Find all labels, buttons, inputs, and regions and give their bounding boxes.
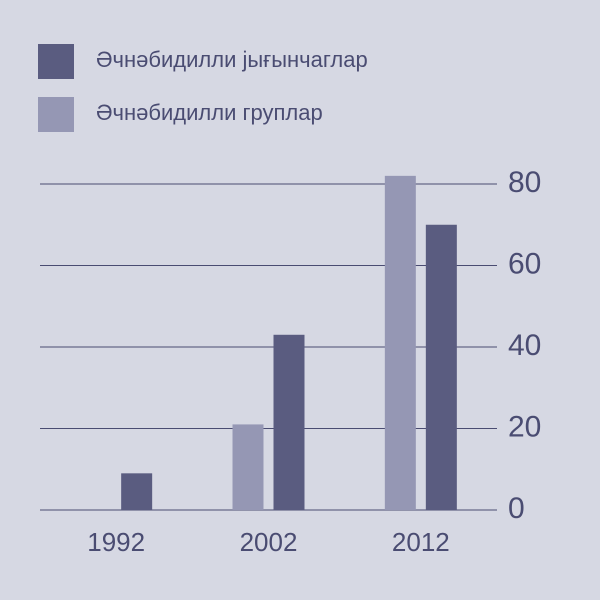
bar: [425, 224, 457, 510]
x-tick-label: 1992: [87, 527, 145, 557]
y-tick-label: 20: [508, 410, 541, 443]
legend-swatch: [38, 44, 74, 79]
legend-swatch: [38, 97, 74, 132]
y-tick-label: 80: [508, 166, 541, 199]
x-tick-label: 2002: [240, 527, 298, 557]
x-tick-label: 2012: [392, 527, 450, 557]
bar: [384, 175, 416, 510]
legend-label: Әчнәбидилли јығынчаглар: [96, 47, 368, 72]
bar: [121, 473, 153, 510]
bar: [273, 334, 305, 510]
legend-label: Әчнәбидилли груплар: [96, 100, 323, 125]
y-tick-label: 0: [508, 492, 525, 525]
bar: [232, 424, 264, 510]
y-tick-label: 40: [508, 329, 541, 362]
y-tick-label: 60: [508, 247, 541, 280]
